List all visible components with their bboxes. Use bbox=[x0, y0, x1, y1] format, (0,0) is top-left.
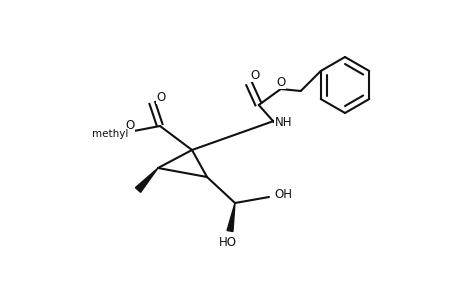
Text: HO: HO bbox=[218, 236, 236, 250]
Text: OH: OH bbox=[274, 188, 291, 202]
Polygon shape bbox=[135, 168, 157, 192]
Polygon shape bbox=[227, 203, 235, 232]
Text: O: O bbox=[250, 68, 259, 82]
Text: methyl: methyl bbox=[92, 129, 128, 139]
Text: O: O bbox=[156, 91, 165, 103]
Text: O: O bbox=[275, 76, 285, 88]
Text: O: O bbox=[125, 118, 134, 131]
Text: NH: NH bbox=[274, 116, 292, 128]
